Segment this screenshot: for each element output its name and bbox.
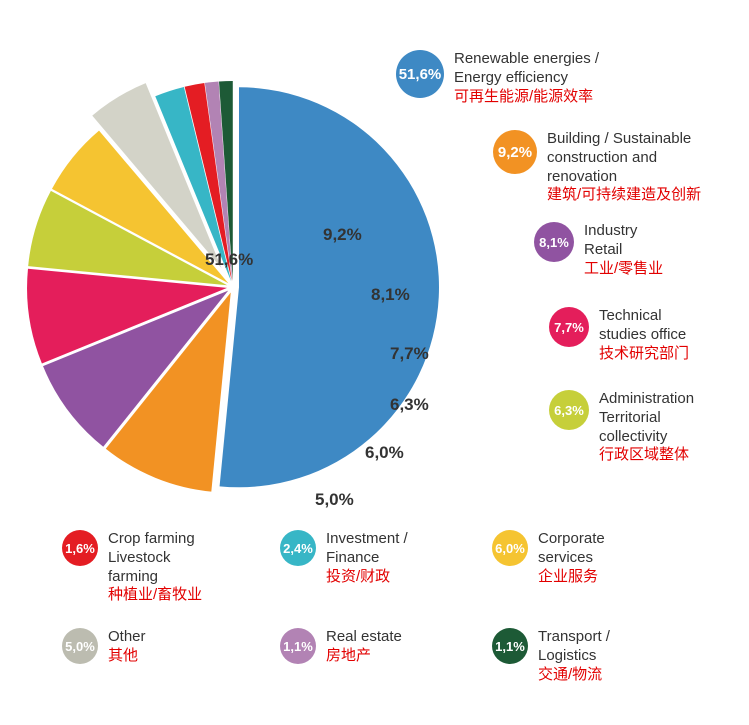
legend-item-technical: 7,7%Technical studies office技术研究部门 [549,307,689,363]
legend-item-realestate: 1,1% Real estate房地产 [280,628,402,666]
legend-label-realestate: Real estate房地产 [326,628,402,666]
legend-label-zh-transport: 交通/物流 [538,666,610,685]
pie-slice-renewable [220,87,439,487]
legend-item-renewable: 51,6%Renewable energies / Energy efficie… [396,50,599,106]
legend-label-en-transport: Transport / Logistics [538,628,610,666]
legend-bubble-other: 5,0% [62,628,98,664]
legend-label-crop: Crop farming Livestock farming种植业/畜牧业 [108,530,202,605]
legend-label-en-realestate: Real estate [326,628,402,647]
legend-label-zh-technical: 技术研究部门 [599,345,689,364]
legend-bubble-investment: 2,4% [280,530,316,566]
legend-label-en-technical: Technical studies office [599,307,689,345]
legend-label-zh-other: 其他 [108,647,146,666]
legend-item-transport: 1,1% Transport / Logistics交通/物流 [492,628,610,684]
legend-bubble-corporate: 6,0% [492,530,528,566]
legend-item-crop: 1,6% Crop farming Livestock farming种植业/畜牧… [62,530,202,605]
legend-label-en-renewable: Renewable energies / Energy efficiency [454,50,599,88]
legend-label-renewable: Renewable energies / Energy efficiency可再… [454,50,599,106]
legend-label-en-corporate: Corporate services [538,530,605,568]
legend-label-investment: Investment / Finance投资/财政 [326,530,408,586]
legend-label-zh-industry: 工业/零售业 [584,260,663,279]
legend-label-zh-renewable: 可再生能源/能源效率 [454,88,599,107]
pie-chart [20,50,480,520]
legend-item-industry: 8,1%Industry Retail工业/零售业 [534,222,663,278]
legend-label-zh-admin: 行政区域整体 [599,446,694,465]
legend-bubble-building: 9,2% [493,130,537,174]
legend-label-technical: Technical studies office技术研究部门 [599,307,689,363]
legend-bubble-transport: 1,1% [492,628,528,664]
legend-label-building: Building / Sustainable construction and … [547,130,701,205]
legend-label-en-crop: Crop farming Livestock farming [108,530,202,586]
legend-label-admin: Administration Territorial collectivity行… [599,390,694,465]
legend-item-building: 9,2%Building / Sustainable construction … [493,130,701,205]
legend-label-en-other: Other [108,628,146,647]
legend-label-industry: Industry Retail工业/零售业 [584,222,663,278]
legend-bubble-realestate: 1,1% [280,628,316,664]
legend-bubble-admin: 6,3% [549,390,589,430]
legend-label-en-investment: Investment / Finance [326,530,408,568]
legend-label-transport: Transport / Logistics交通/物流 [538,628,610,684]
legend-label-zh-investment: 投资/财政 [326,568,408,587]
legend-label-corporate: Corporate services企业服务 [538,530,605,586]
legend-bubble-technical: 7,7% [549,307,589,347]
legend-label-zh-realestate: 房地产 [326,647,402,666]
legend-item-investment: 2,4% Investment / Finance投资/财政 [280,530,408,586]
legend-label-en-admin: Administration Territorial collectivity [599,390,694,446]
legend-bubble-renewable: 51,6% [396,50,444,98]
chart-root: { "chart": { "type": "pie", "cx": 213, "… [20,20,749,705]
legend-item-other: 5,0% Other其他 [62,628,146,666]
legend-label-other: Other其他 [108,628,146,666]
legend-label-en-building: Building / Sustainable construction and … [547,130,701,186]
legend-item-admin: 6,3%Administration Territorial collectiv… [549,390,694,465]
legend-label-zh-building: 建筑/可持续建造及创新 [547,186,701,205]
legend-label-en-industry: Industry Retail [584,222,663,260]
legend-label-zh-corporate: 企业服务 [538,568,605,587]
legend-item-corporate: 6,0% Corporate services企业服务 [492,530,605,586]
legend-bubble-crop: 1,6% [62,530,98,566]
legend-bubble-industry: 8,1% [534,222,574,262]
legend-label-zh-crop: 种植业/畜牧业 [108,586,202,605]
